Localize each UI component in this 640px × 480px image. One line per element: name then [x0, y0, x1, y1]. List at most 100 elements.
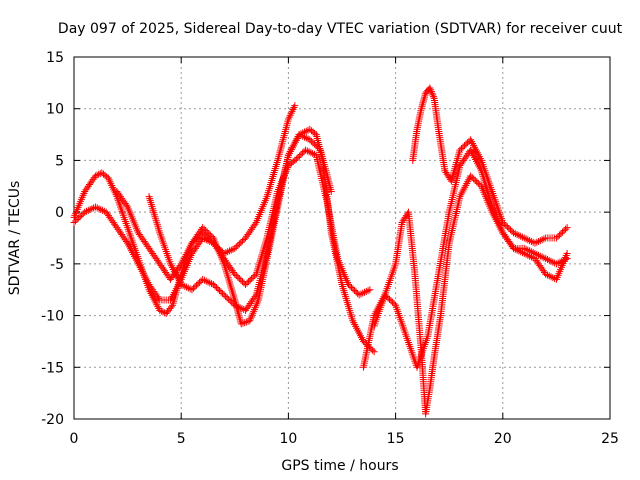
- data-point: [191, 283, 199, 291]
- data-point: [471, 176, 479, 184]
- data-point: [217, 288, 225, 296]
- data-point: [88, 205, 96, 213]
- data-point: [542, 255, 550, 263]
- data-point: [545, 256, 553, 264]
- data-point: [526, 247, 534, 255]
- data-point: [502, 221, 510, 229]
- data-point: [515, 231, 523, 239]
- data-point: [558, 257, 566, 265]
- y-tick-label: 0: [55, 205, 64, 221]
- data-point: [231, 270, 239, 278]
- y-tick-label: 5: [55, 153, 64, 169]
- chart-title: Day 097 of 2025, Sidereal Day-to-day VTE…: [58, 21, 623, 37]
- data-point: [427, 86, 435, 94]
- data-point: [543, 256, 551, 264]
- data-point: [552, 260, 560, 268]
- data-point: [220, 250, 228, 258]
- data-point: [302, 134, 310, 142]
- data-point: [542, 270, 550, 278]
- data-point: [315, 145, 323, 153]
- data-point: [200, 230, 208, 238]
- data-point: [473, 178, 481, 186]
- data-point: [327, 187, 335, 195]
- data-point: [181, 282, 189, 290]
- data-point: [357, 290, 365, 298]
- data-point: [384, 294, 392, 302]
- data-point: [214, 285, 222, 293]
- data-point: [176, 262, 184, 270]
- data-point: [456, 146, 464, 154]
- data-point: [366, 286, 374, 294]
- data-point: [500, 220, 508, 228]
- data-point: [248, 275, 256, 283]
- data-point: [310, 140, 318, 148]
- data-point: [225, 295, 233, 303]
- data-point: [527, 237, 535, 245]
- data-point: [347, 283, 355, 291]
- y-tick-label: 10: [46, 102, 64, 118]
- series-satellite-track-g: [359, 146, 571, 371]
- data-point: [461, 142, 469, 150]
- data-point: [206, 236, 214, 244]
- data-point: [503, 223, 511, 231]
- data-point: [557, 230, 565, 238]
- data-point: [97, 206, 105, 214]
- data-point: [538, 253, 546, 261]
- data-point: [183, 283, 191, 291]
- data-point: [83, 207, 91, 215]
- data-point: [529, 249, 537, 257]
- x-tick-label: 5: [177, 431, 186, 447]
- x-tick-label: 15: [387, 431, 405, 447]
- data-point: [240, 306, 248, 314]
- data-point: [199, 275, 207, 283]
- data-point: [531, 250, 539, 258]
- data-point: [155, 294, 163, 302]
- data-point: [540, 254, 548, 262]
- series-satellite-track-d: [145, 131, 335, 314]
- data-point: [297, 151, 305, 159]
- data-point: [238, 237, 246, 245]
- data-point: [91, 203, 99, 211]
- data-point: [552, 234, 560, 242]
- data-point: [228, 298, 236, 306]
- data-point: [200, 276, 208, 284]
- data-point: [204, 278, 212, 286]
- data-point: [298, 149, 306, 157]
- data-point: [305, 148, 313, 156]
- data-point: [535, 251, 543, 259]
- data-point: [355, 291, 363, 299]
- data-point: [510, 229, 518, 237]
- data-point: [209, 281, 217, 289]
- x-tick-label: 20: [494, 431, 512, 447]
- data-point: [219, 289, 227, 297]
- y-tick-label: -15: [41, 360, 64, 376]
- data-point: [75, 214, 83, 222]
- data-point: [224, 248, 232, 256]
- data-point: [214, 244, 222, 252]
- series-satellite-track-b: [70, 146, 374, 304]
- data-point: [554, 233, 562, 241]
- data-point: [76, 213, 84, 221]
- y-tick-label: -5: [50, 257, 64, 273]
- data-point: [531, 239, 539, 247]
- data-point: [370, 348, 378, 356]
- data-point: [522, 245, 530, 253]
- data-point: [533, 238, 541, 246]
- data-point: [241, 319, 249, 327]
- data-point: [295, 131, 303, 139]
- data-point: [233, 302, 241, 310]
- data-point: [156, 306, 164, 314]
- data-point: [209, 239, 217, 247]
- data-point: [364, 287, 372, 295]
- data-point: [292, 155, 300, 163]
- data-point: [554, 259, 562, 267]
- data-point: [303, 147, 311, 155]
- plot-frame: [73, 56, 611, 420]
- data-point: [560, 256, 568, 264]
- data-point: [560, 227, 568, 235]
- data-point: [203, 233, 211, 241]
- data-point: [193, 235, 201, 243]
- data-point: [361, 288, 369, 296]
- data-point: [520, 234, 528, 242]
- data-point: [206, 279, 214, 287]
